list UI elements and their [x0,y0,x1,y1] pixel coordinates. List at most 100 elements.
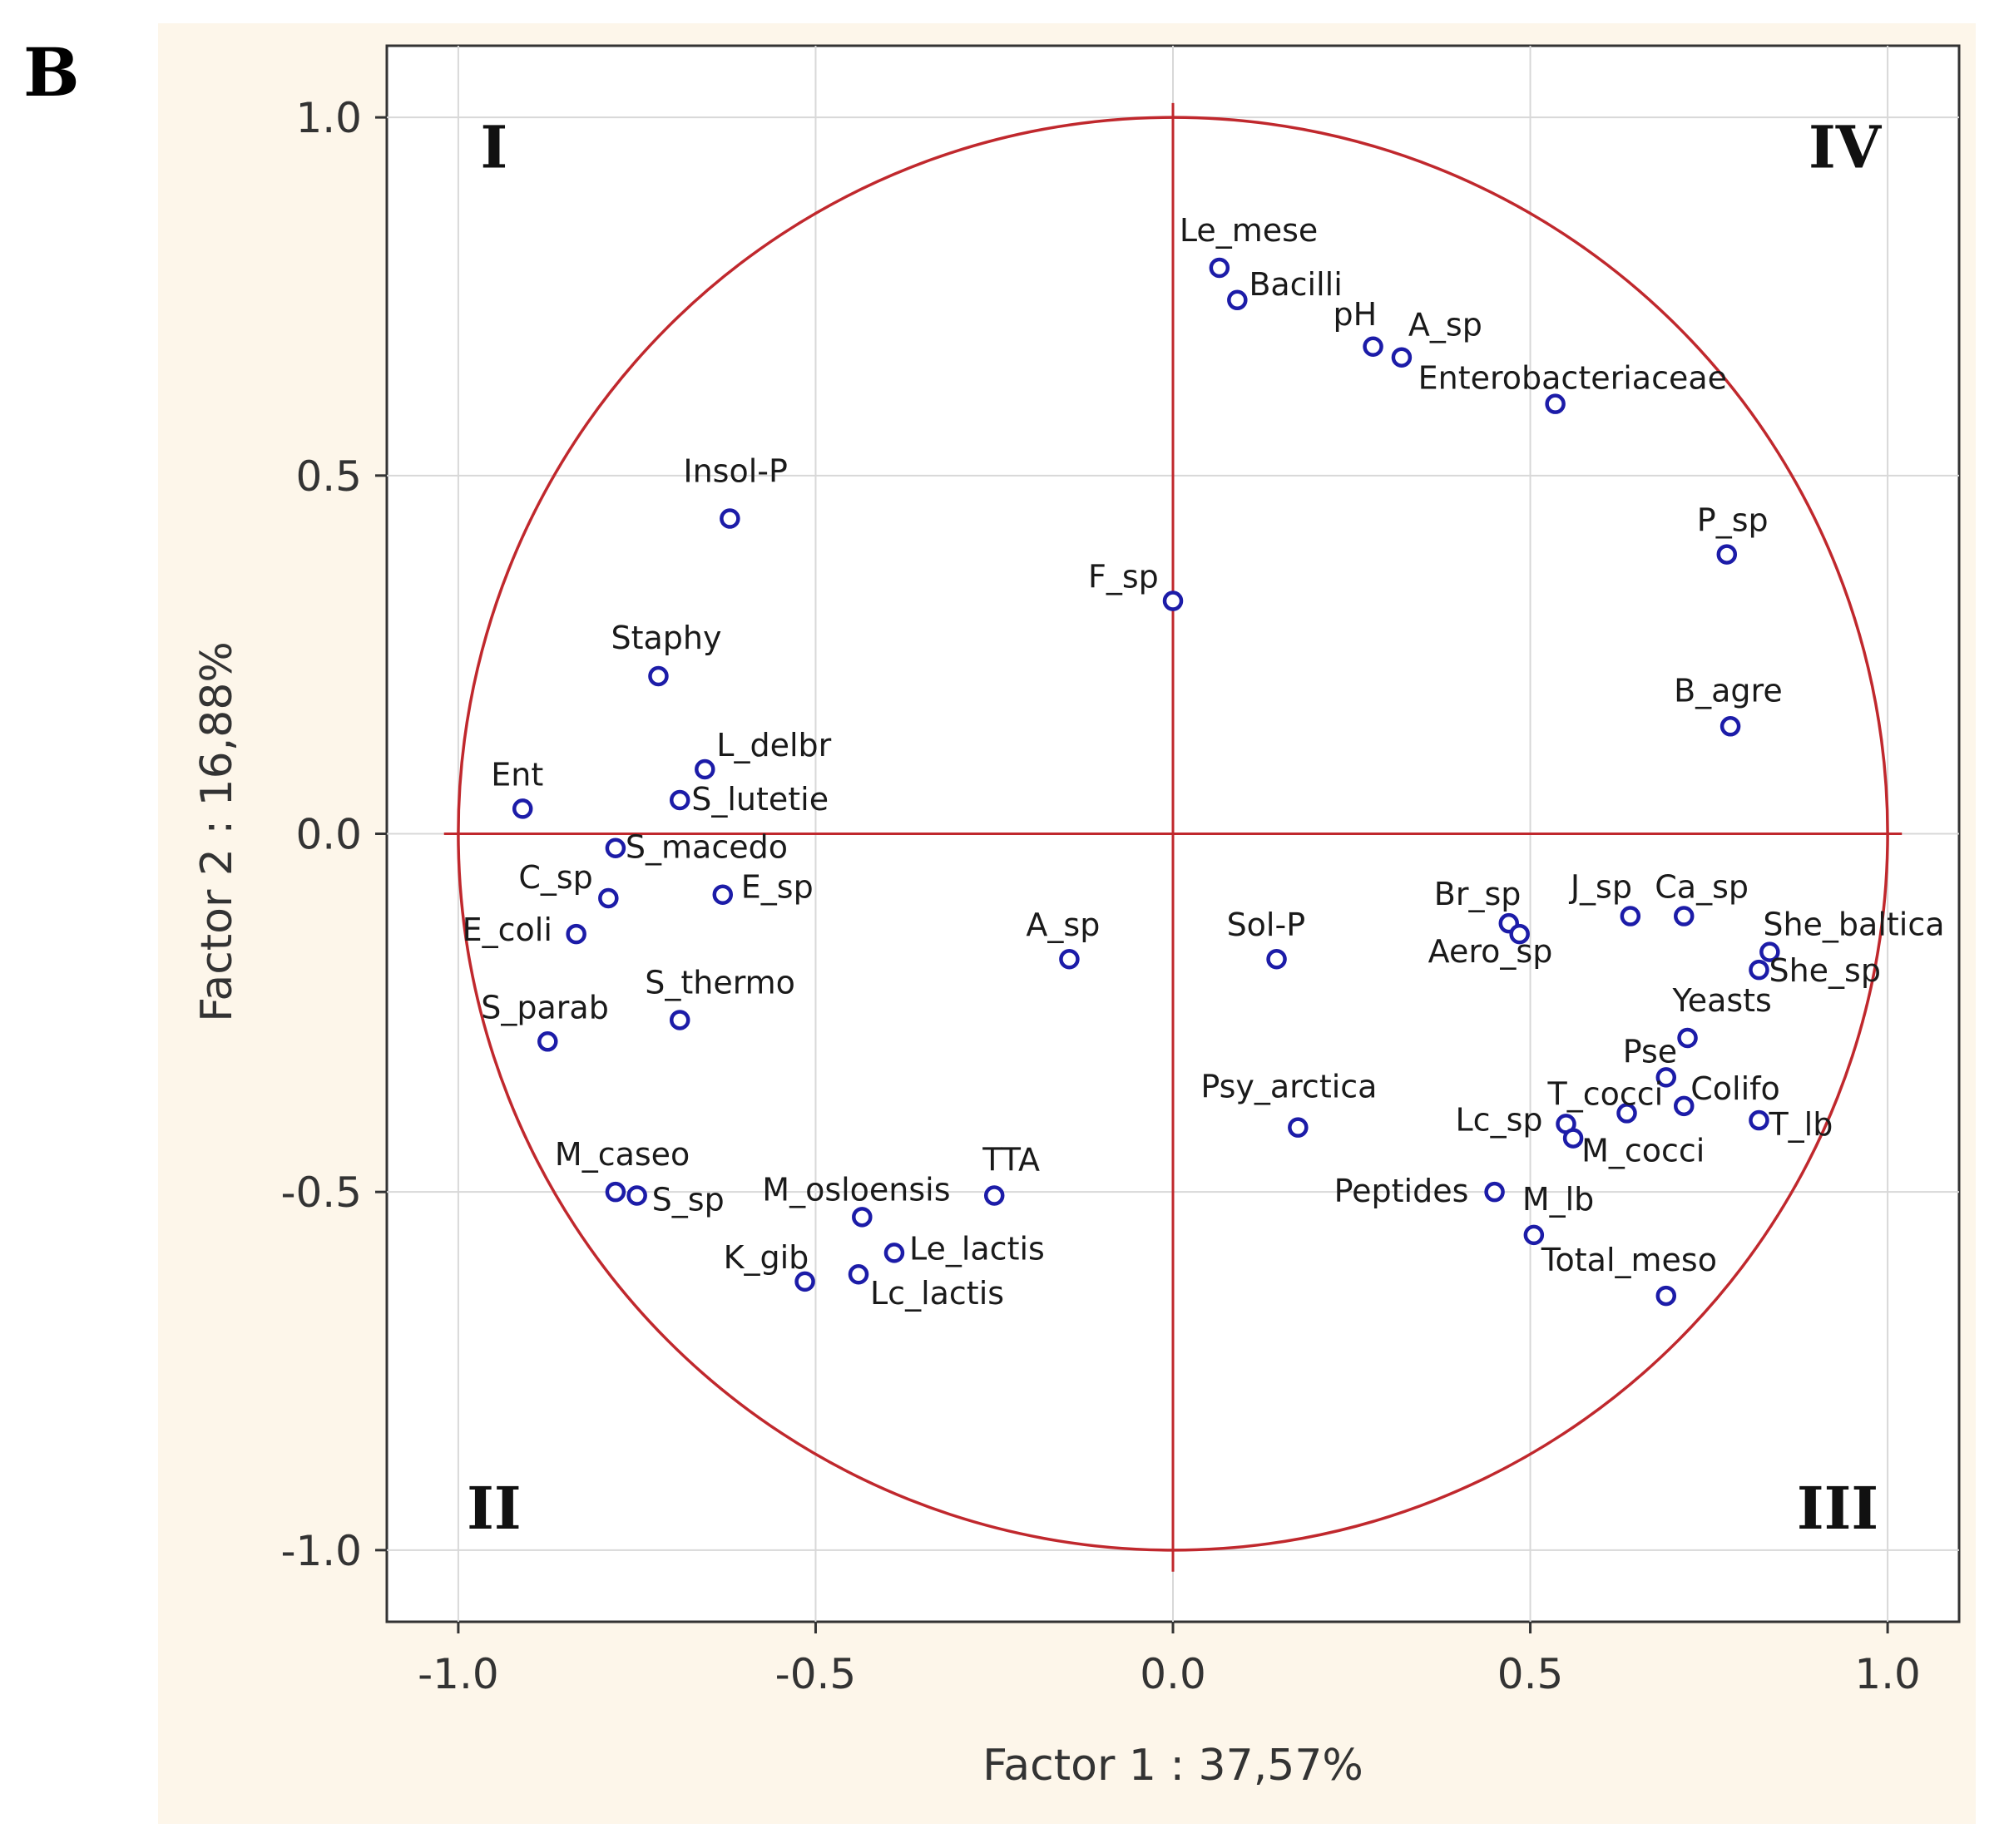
point-label: Colifo [1690,1070,1780,1107]
data-point [1509,923,1530,945]
data-point [1162,590,1184,611]
data-point [1655,1285,1677,1307]
quadrant-label: I [480,112,507,181]
point-label: Enterobacteriaceae [1418,360,1727,397]
y-tick-label: 0.5 [295,452,362,501]
x-tick-label: -1.0 [418,1650,499,1698]
panel-label: B [23,33,80,111]
data-point [1363,336,1383,358]
data-point [1562,1128,1584,1149]
data-point [598,887,619,909]
point-label: Psy_arctica [1200,1069,1377,1105]
data-point [852,1207,873,1228]
x-tick-label: 0.0 [1140,1650,1206,1698]
y-tick-label: 0.0 [295,811,362,859]
y-tick-label: -1.0 [280,1527,362,1575]
data-point [1655,1067,1677,1088]
point-label: Lc_lactis [870,1275,1004,1312]
y-tick-label: -0.5 [280,1169,362,1217]
point-label: Ent [491,756,543,793]
point-label: Peptides [1334,1173,1469,1209]
data-point [669,789,690,811]
point-label: S_thermo [645,964,795,1001]
data-point [512,798,533,819]
point-label: M_lb [1522,1181,1594,1218]
data-point [605,838,626,858]
data-point [883,1243,905,1263]
data-point [848,1263,869,1285]
data-point [695,758,715,780]
data-point [1677,1027,1698,1049]
data-point [1227,289,1248,311]
data-point [566,923,586,945]
x-tick-label: 0.5 [1497,1650,1564,1698]
data-point [1209,257,1230,279]
point-label: Aero_sp [1428,933,1553,970]
x-axis-title: Factor 1 : 37,57% [982,1741,1363,1791]
data-point [1749,1109,1769,1131]
quadrant-label: III [1797,1474,1878,1543]
data-point [537,1031,558,1052]
point-label: S_macedo [626,829,788,866]
data-point [1716,544,1738,565]
quadrant-label: II [467,1474,522,1543]
data-point [983,1185,1005,1206]
point-label: P_sp [1697,502,1769,539]
data-point [712,884,734,905]
point-label: She_baltica [1763,907,1944,943]
point-label: Staphy [611,620,721,656]
point-label: Le_mese [1180,212,1318,249]
data-point [1616,1103,1637,1124]
point-label: M_caseo [555,1136,690,1173]
point-label: Lc_sp [1456,1101,1543,1138]
point-label: M_osloensis [762,1171,950,1208]
data-point [1749,959,1769,981]
data-point [669,1010,690,1030]
point-label: A_sp [1026,907,1100,943]
point-label: M_cocci [1581,1133,1705,1169]
point-label: Br_sp [1434,876,1522,912]
point-label: TTA [982,1141,1040,1178]
data-point [1266,948,1287,970]
x-tick-label: -0.5 [775,1650,857,1698]
point-label: S_lutetie [691,781,829,818]
data-point [1288,1117,1309,1138]
data-point [626,1185,647,1206]
point-label: Le_lactis [909,1230,1045,1267]
point-label: A_sp [1408,307,1482,343]
point-label: S_parab [481,989,609,1025]
point-label: Sol-P [1227,907,1306,943]
y-axis-title: Factor 2 : 16,88% [192,641,242,1022]
data-point [1545,393,1566,414]
data-point [1523,1224,1545,1246]
data-point [1759,941,1780,962]
data-point [605,1181,626,1203]
data-point [1720,716,1741,737]
point-label: C_sp [518,859,592,896]
point-label: L_delbr [716,727,831,763]
point-label: E_sp [741,869,814,906]
point-label: Ca_sp [1655,869,1749,906]
point-label: F_sp [1088,559,1159,595]
data-point [720,508,740,529]
data-point [1484,1181,1505,1203]
data-point [1674,1095,1695,1117]
data-point [1620,906,1641,926]
point-label: Yeasts [1672,982,1772,1019]
point-label: She_sp [1769,952,1881,989]
point-label: Bacilli [1249,266,1342,303]
data-point [648,665,669,687]
data-point [794,1271,815,1292]
point-label: pH [1334,296,1378,333]
data-point [1391,347,1413,368]
point-label: Pse [1623,1033,1677,1070]
data-point [1674,906,1695,926]
point-label: T_cocci [1547,1075,1664,1112]
point-label: Total_meso [1541,1242,1717,1278]
y-tick-label: 1.0 [295,94,362,142]
data-point [1059,948,1080,970]
point-label: Insol-P [683,453,788,490]
point-label: T_lb [1768,1106,1833,1143]
x-tick-label: 1.0 [1854,1650,1921,1698]
